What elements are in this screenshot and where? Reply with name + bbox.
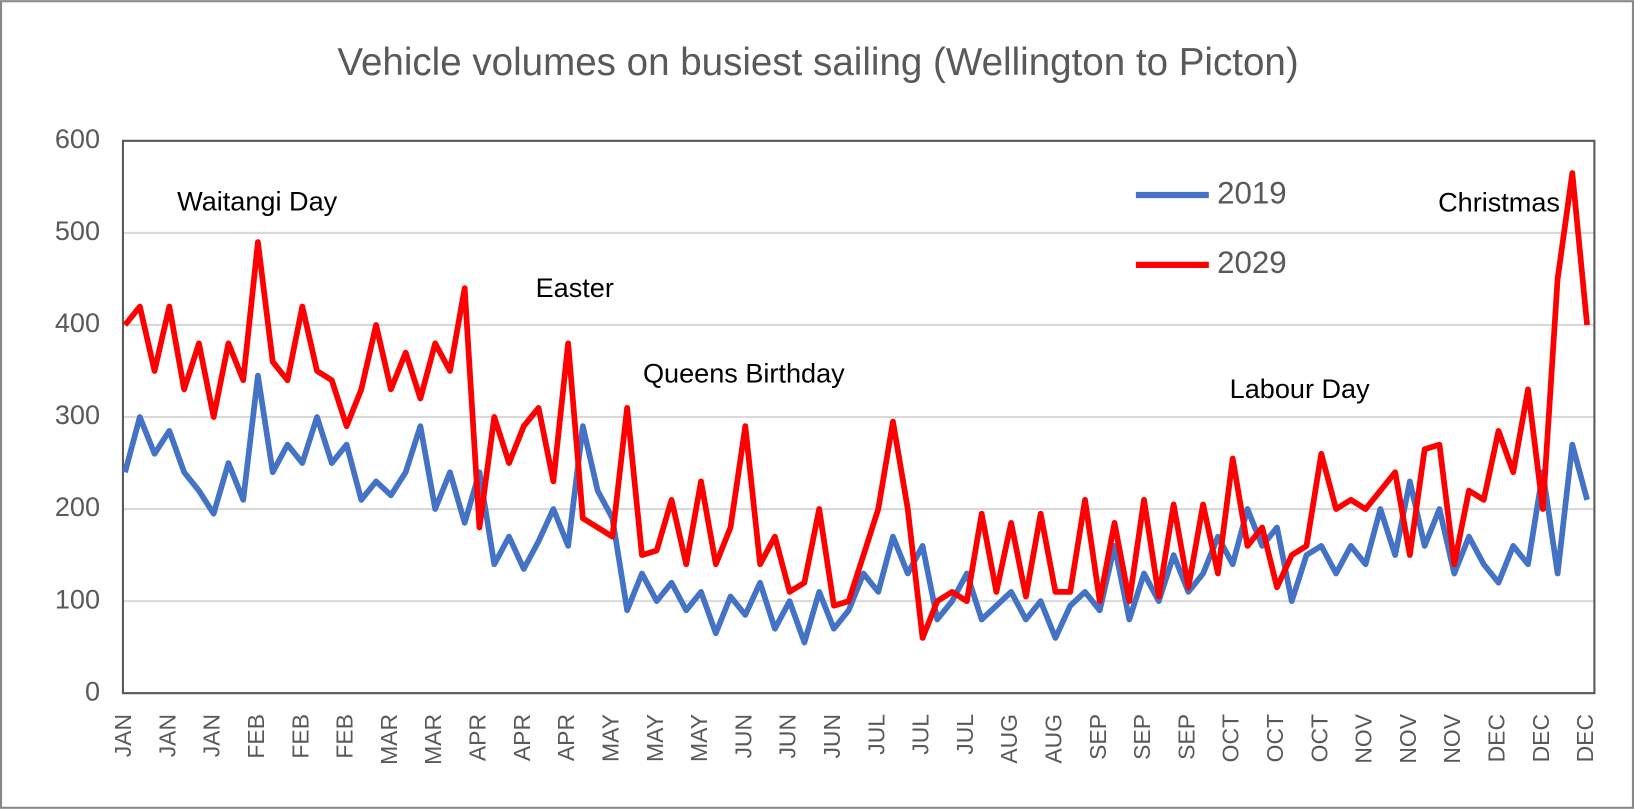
x-tick-label: APR	[465, 714, 491, 761]
y-tick-label: 500	[55, 215, 100, 246]
legend-label: 2019	[1217, 175, 1287, 210]
x-tick-label: NOV	[1439, 713, 1465, 763]
x-tick-label: NOV	[1395, 713, 1421, 763]
x-tick-label: AUG	[996, 714, 1022, 764]
series-line	[122, 170, 1590, 641]
x-tick-label: FEB	[332, 714, 358, 759]
x-tick-label: MAR	[376, 714, 402, 765]
x-tick-label: SEP	[1173, 714, 1199, 760]
x-tick-label: JUN	[775, 714, 801, 759]
x-tick-label: JAN	[110, 714, 136, 757]
annotation: Easter	[536, 272, 614, 303]
y-tick-label: 400	[55, 307, 100, 338]
series-line	[122, 372, 1590, 646]
x-tick-label: SEP	[1129, 714, 1155, 760]
x-tick-label: FEB	[287, 714, 313, 759]
x-tick-label: AUG	[1040, 714, 1066, 764]
chart-title: Vehicle volumes on busiest sailing (Well…	[337, 41, 1298, 84]
x-tick-label: JUL	[863, 714, 889, 755]
x-tick-label: APR	[509, 714, 535, 761]
x-tick-label: JUN	[730, 714, 756, 759]
x-tick-label: MAY	[642, 714, 668, 762]
x-tick-label: DEC	[1572, 714, 1598, 762]
y-tick-label: 200	[55, 491, 100, 522]
y-tick-label: 0	[85, 675, 100, 706]
annotation: Waitangi Day	[177, 186, 337, 217]
x-tick-label: APR	[553, 714, 579, 761]
y-tick-label: 100	[55, 583, 100, 614]
x-tick-label: MAY	[597, 714, 623, 762]
x-tick-label: DEC	[1528, 714, 1554, 762]
x-tick-label: SEP	[1085, 714, 1111, 760]
x-tick-label: FEB	[243, 714, 269, 759]
legend-label: 2029	[1217, 245, 1287, 280]
x-tick-label: OCT	[1262, 714, 1288, 762]
y-tick-label: 300	[55, 399, 100, 430]
y-tick-label: 600	[55, 123, 100, 154]
x-tick-label: OCT	[1306, 714, 1332, 762]
x-tick-label: JAN	[199, 714, 225, 757]
x-tick-label: DEC	[1484, 714, 1510, 762]
annotation: Christmas	[1438, 187, 1560, 218]
x-tick-label: JUL	[908, 714, 934, 755]
x-tick-label: OCT	[1218, 714, 1244, 762]
x-tick-label: JAN	[154, 714, 180, 757]
x-tick-label: NOV	[1351, 713, 1377, 763]
x-tick-label: JUN	[819, 714, 845, 759]
annotation: Labour Day	[1230, 373, 1370, 404]
plot-border	[121, 139, 1596, 695]
x-tick-label: MAR	[420, 714, 446, 765]
x-tick-label: MAY	[686, 714, 712, 762]
annotation: Queens Birthday	[643, 357, 845, 388]
x-tick-label: JUL	[952, 714, 978, 755]
